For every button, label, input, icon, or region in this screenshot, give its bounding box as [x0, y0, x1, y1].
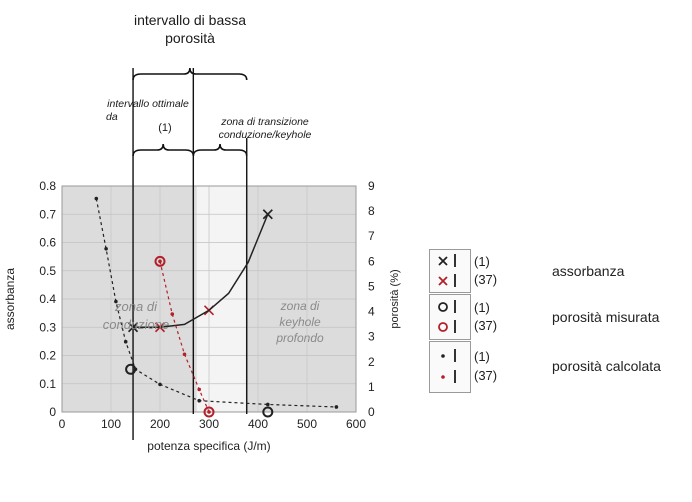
legend-marker-cross-red [438, 276, 448, 286]
legend-code-absorbance-1: (1) [474, 254, 490, 269]
y-tick-label: 0.2 [39, 349, 56, 363]
marker-dot-5-2 [114, 299, 118, 304]
y-tick-label: 0.8 [39, 179, 56, 193]
y2-tick-label: 9 [368, 179, 375, 193]
legend-marker-shape-dot-red [441, 375, 445, 379]
y2-tick-label: 5 [368, 279, 375, 293]
marker-dot-5-4 [133, 367, 138, 372]
legend-label-measured-porosity: porosità misurata [552, 309, 660, 325]
low-porosity-line-1: intervallo di bassa [133, 12, 247, 28]
legend-marker-shape-dot-black [441, 354, 445, 358]
y-tick-label: 0.6 [39, 236, 56, 250]
y-tick-label: 0.4 [39, 292, 56, 306]
x-tick-label: 400 [248, 417, 268, 431]
legend-marker-dot-red [441, 375, 445, 379]
legend-code-calculated-37: (37) [474, 368, 498, 383]
y2-tick-label: 0 [368, 405, 375, 419]
transition-zone-brace [192, 143, 248, 157]
legend-marker-shape-circle-red [438, 322, 448, 332]
legend-symbol-circle-red [434, 318, 452, 336]
x-tick-label: 200 [150, 417, 170, 431]
conduction-zone-line-2: conduzione [102, 316, 170, 332]
marker-dot-6-3 [197, 387, 201, 392]
y2-tick-label: 1 [368, 380, 375, 394]
marker-circle-4-1 [203, 406, 215, 418]
low-porosity-brace [132, 67, 248, 81]
marker-dot-5-7 [266, 402, 270, 407]
marker-dot-6-4 [207, 410, 211, 414]
y2-tick-label: 2 [368, 355, 375, 369]
marker-dot-5-0 [94, 196, 99, 201]
legend-marker-circle-black [438, 302, 448, 312]
legend-symbol-dot-red [434, 368, 452, 386]
transition-zone-line-1: zona di transizione [221, 116, 309, 128]
marker-circle-3-1 [262, 406, 274, 418]
legend-label-calculated-porosity: porosità calcolata [552, 358, 661, 374]
transition-zone-label: zona di transizione conduzione/keyhole [190, 116, 340, 142]
legend-marker-shape-cross-black [438, 256, 448, 266]
x-axis-label: potenza specifica (J/m) [147, 439, 270, 453]
marker-dot-6-1 [170, 312, 175, 316]
deep-keyhole-zone-label: zona di keyhole profondo [260, 298, 340, 347]
x-tick-label: 100 [101, 417, 121, 431]
x-tick-label: 0 [59, 417, 66, 431]
y-axis-label: assorbanza [3, 268, 17, 330]
y2-tick-label: 4 [368, 305, 375, 319]
legend-symbol-dot-black [434, 347, 452, 365]
legend-marker-cross-black [438, 256, 448, 266]
y-tick-label: 0.5 [39, 264, 56, 278]
legend-code-calculated-1: (1) [474, 349, 490, 364]
marker-circle-4-0 [154, 255, 166, 267]
x-tick-label: 500 [297, 417, 317, 431]
y-tick-label: 0 [49, 405, 56, 419]
low-porosity-interval-title: intervallo di bassa porosità [110, 12, 270, 47]
marker-dot-5-6 [197, 398, 201, 403]
x-tick-label: 300 [199, 417, 219, 431]
deep-keyhole-line-3: profondo [276, 331, 324, 346]
y2-tick-label: 6 [368, 254, 375, 268]
legend-code-measured-37: (37) [474, 318, 498, 333]
legend-box-measured-porosity [429, 294, 471, 340]
legend-code-measured-1: (1) [474, 300, 490, 315]
marker-dot-6-2 [182, 352, 187, 357]
legend-marker-dot-black [441, 354, 445, 358]
series-line-2 [133, 213, 269, 328]
legend-marker-circle-red [438, 322, 448, 332]
optimal-interval-line-2: da [106, 111, 118, 124]
low-porosity-line-2: porosità [165, 29, 215, 46]
optimal-interval-ref: (1) [158, 122, 172, 134]
x-tick-label: 600 [346, 417, 366, 431]
legend-code-absorbance-37: (37) [474, 272, 498, 287]
legend-box-calculated-porosity [429, 341, 471, 393]
legend-symbol-cross-black [434, 252, 452, 270]
y2-axis-label: porosità (%) [389, 269, 401, 328]
legend-marker-shape-circle-black [438, 302, 448, 312]
y-tick-label: 0.1 [39, 377, 56, 391]
legend-marker-shape-cross-red [438, 276, 448, 286]
deep-keyhole-line-1: zona di [280, 299, 320, 313]
legend-label-absorbance: assorbanza [552, 263, 625, 279]
marker-dot-5-5 [158, 382, 162, 387]
y-tick-label: 0.7 [39, 207, 56, 221]
conduction-zone-line-1: zona di [115, 299, 157, 314]
transition-zone-line-2: conduzione/keyhole [218, 129, 312, 142]
marker-dot-6-0 [158, 259, 162, 264]
y-tick-label: 0.3 [39, 320, 56, 334]
marker-dot-5-3 [123, 339, 128, 344]
conduction-zone-label: zona di conduzione [86, 298, 186, 333]
y2-tick-label: 8 [368, 204, 375, 218]
optimal-interval-label: intervallo ottimale da [88, 98, 208, 124]
optimal-interval-line-1: intervallo ottimale [107, 98, 189, 110]
deep-keyhole-line-2: keyhole [279, 315, 321, 330]
optimal-interval-brace [132, 143, 195, 157]
legend-symbol-circle-black [434, 298, 452, 316]
legend-symbol-cross-red [434, 272, 452, 290]
marker-dot-5-1 [104, 246, 108, 251]
y2-tick-label: 3 [368, 330, 375, 344]
y2-tick-label: 7 [368, 229, 375, 243]
legend-box-absorbance [429, 249, 471, 293]
marker-dot-5-8 [334, 405, 339, 409]
